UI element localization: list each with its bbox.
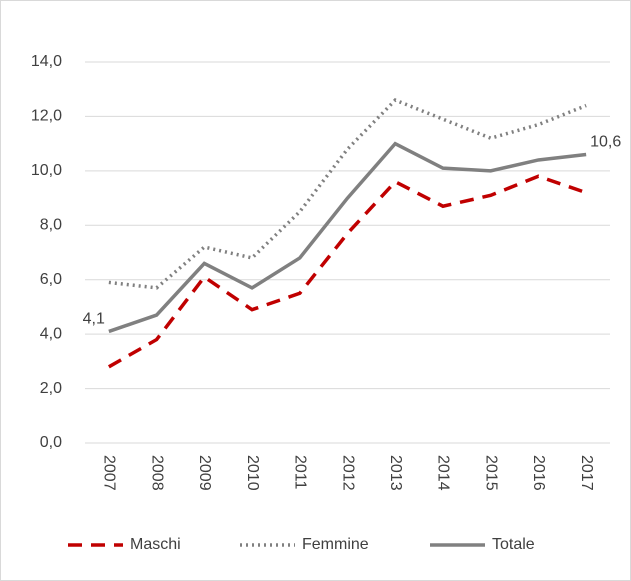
x-tick-label: 2009 (196, 455, 213, 491)
x-tick-label: 2012 (339, 455, 356, 491)
y-tick-label: 0,0 (40, 434, 62, 451)
y-tick-label: 2,0 (40, 380, 62, 397)
x-tick-label: 2013 (387, 455, 404, 491)
data-label: 4,1 (83, 311, 105, 328)
x-tick-label: 2008 (148, 455, 165, 491)
y-tick-label: 14,0 (31, 53, 62, 70)
y-tick-label: 4,0 (40, 325, 62, 342)
x-tick-label: 2010 (244, 455, 261, 491)
data-label: 10,6 (590, 134, 621, 151)
legend-item: Maschi (68, 536, 181, 553)
series-line (108, 141, 587, 334)
x-tick-label: 2007 (101, 455, 118, 491)
x-tick-label: 2017 (578, 455, 595, 491)
legend-label: Femmine (302, 536, 369, 553)
x-tick-label: 2014 (435, 455, 452, 491)
series-line (108, 98, 587, 290)
legend-label: Maschi (130, 536, 181, 553)
x-tick-label: 2016 (530, 455, 547, 491)
y-tick-label: 10,0 (31, 162, 62, 179)
y-tick-label: 12,0 (31, 108, 62, 125)
legend-item: Totale (430, 536, 535, 553)
legend-label: Totale (492, 536, 535, 553)
y-tick-label: 8,0 (40, 217, 62, 234)
x-tick-label: 2011 (292, 455, 309, 490)
x-tick-label: 2015 (482, 455, 499, 491)
y-tick-label: 6,0 (40, 271, 62, 288)
series-line (107, 174, 587, 369)
legend-item: Femmine (240, 536, 369, 553)
